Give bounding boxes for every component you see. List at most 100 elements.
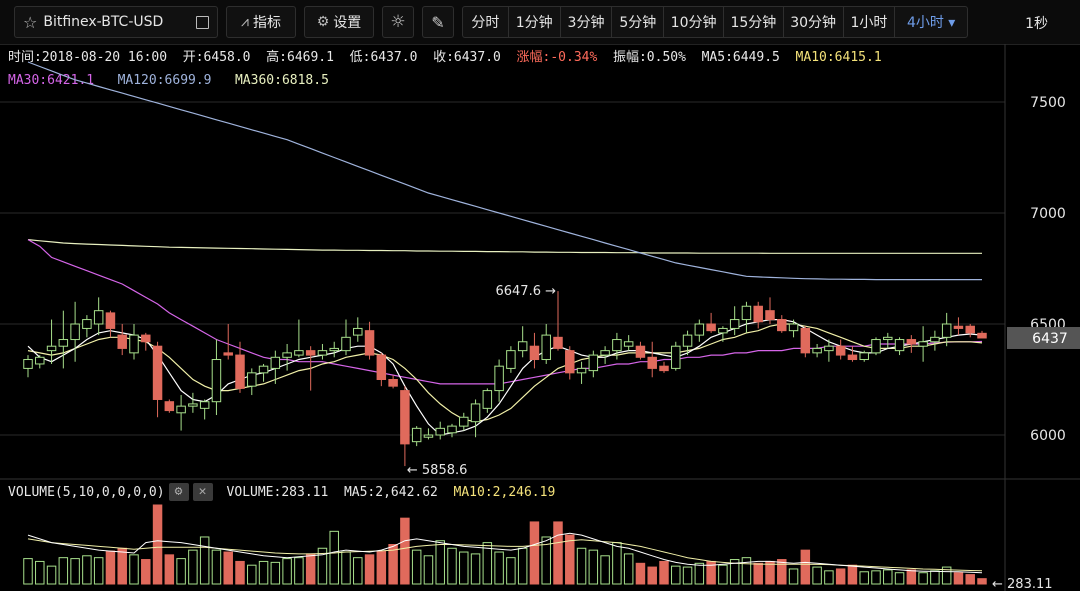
volume-bar [871, 570, 881, 585]
candle-body [58, 339, 69, 347]
volume-bar [435, 540, 445, 585]
volume-bar [411, 549, 422, 585]
interval-1[interactable]: 1分钟 [509, 7, 561, 37]
volume-value: VOLUME:283.11 [226, 484, 329, 500]
close-icon[interactable]: ✕ [192, 483, 213, 501]
volume-bar [199, 536, 210, 585]
candle-body [176, 405, 186, 414]
candle-body [341, 336, 351, 352]
candle-body [718, 327, 728, 334]
y-axis: 6000 6500 7000 7500 [1030, 95, 1066, 444]
volume-bar [576, 547, 587, 585]
draw-tool-button[interactable]: ✎ [422, 6, 454, 38]
volume-bar [883, 569, 893, 585]
volume-bar [682, 566, 693, 585]
candle-body [388, 379, 398, 387]
candle-body [953, 325, 964, 329]
grid [0, 44, 1080, 591]
candle-body [317, 350, 328, 356]
candle-body [294, 350, 304, 356]
info-low: 低:6437.0 [349, 50, 418, 65]
volume-bar [93, 557, 104, 585]
interval-6[interactable]: 30分钟 [784, 7, 844, 37]
interval-2[interactable]: 3分钟 [561, 7, 613, 37]
indicators-button[interactable]: ⩘ 指标 [226, 6, 296, 38]
volume-bar [977, 578, 987, 585]
volume-bar [82, 555, 92, 585]
low-annotation: ← 5858.6 [407, 463, 468, 478]
volume-bars [23, 504, 987, 585]
candle-body [835, 345, 846, 356]
y-tick-label: 7500 [1030, 95, 1066, 111]
ma360-line [27, 239, 982, 254]
last-price-box [1007, 327, 1080, 349]
candle-body [400, 390, 410, 445]
volume-bar [129, 554, 139, 585]
volume-bar [305, 553, 316, 585]
gear-icon[interactable]: ⚙ [168, 483, 189, 501]
interval-3[interactable]: 5分钟 [612, 7, 665, 37]
candle-body [729, 319, 740, 329]
candle-body [824, 345, 834, 352]
indicators-label: 指标 [252, 15, 281, 31]
volume-bar [494, 551, 504, 585]
interval-0[interactable]: 分时 [463, 7, 509, 37]
candle-body [282, 352, 292, 358]
pencil-icon: ✎ [431, 12, 445, 32]
volume-bar [164, 554, 175, 585]
interval-7[interactable]: 1小时 [844, 7, 896, 37]
candle-body [800, 327, 811, 354]
candle-body [152, 345, 163, 400]
volume-bar [812, 566, 822, 585]
volume-indicator-label: VOLUME(5,10,0,0,0,0) [8, 484, 165, 500]
settings-button[interactable]: ⚙ 设置 [304, 6, 374, 38]
candle-body [459, 416, 469, 427]
volume-bar [918, 572, 928, 585]
candle-body [199, 401, 210, 409]
volume-bar [282, 558, 292, 585]
candle-body [329, 347, 339, 352]
candle-body [741, 305, 752, 321]
volume-bar [906, 569, 917, 585]
volume-bar [647, 566, 657, 585]
theme-toggle-button[interactable]: ☼ [382, 6, 414, 38]
star-icon[interactable]: ☆ [23, 12, 38, 32]
refresh-rate[interactable]: 1秒 [1025, 16, 1048, 32]
interval-5[interactable]: 15分钟 [724, 7, 784, 37]
volume-bar [741, 557, 752, 585]
volume-bar [894, 572, 905, 585]
gear-icon: ⚙ [316, 14, 330, 30]
candle-body [258, 365, 269, 374]
volume-bar [400, 517, 410, 585]
volume-ma10: MA10:2,246.19 [453, 484, 556, 500]
candle-body [105, 312, 116, 329]
volume-bar [364, 554, 375, 585]
volume-bar [824, 570, 834, 585]
candle-body [235, 354, 245, 389]
volume-bar [600, 555, 610, 585]
external-window-icon[interactable] [196, 15, 209, 29]
volume-bar [753, 562, 763, 585]
volume-bar [706, 560, 716, 585]
volume-bar [635, 562, 646, 585]
volume-last-label: ← 283.11 [992, 577, 1053, 591]
candle-body [623, 341, 634, 347]
info-ma10: MA10:6415.1 [795, 50, 882, 65]
symbol-selector[interactable]: ☆ Bitfinex-BTC-USD [14, 6, 218, 38]
volume-bar [23, 558, 33, 585]
candle-body [353, 327, 363, 336]
interval-4[interactable]: 10分钟 [664, 7, 724, 37]
candle-body [447, 425, 457, 434]
candle-body [423, 434, 434, 438]
volume-bar [718, 564, 728, 585]
volume-bar [506, 557, 516, 585]
volume-bar [470, 553, 481, 585]
candle-body [506, 350, 516, 369]
candle-body [494, 365, 504, 392]
candle-body [188, 403, 198, 407]
candle-body [894, 339, 905, 352]
interval-selector: 分时 1分钟 3分钟 5分钟 10分钟 15分钟 30分钟 1小时 4小时 ▾ [462, 6, 968, 38]
interval-active[interactable]: 4小时 ▾ [906, 15, 956, 31]
candle-body [305, 350, 316, 356]
volume-bar [553, 521, 563, 585]
